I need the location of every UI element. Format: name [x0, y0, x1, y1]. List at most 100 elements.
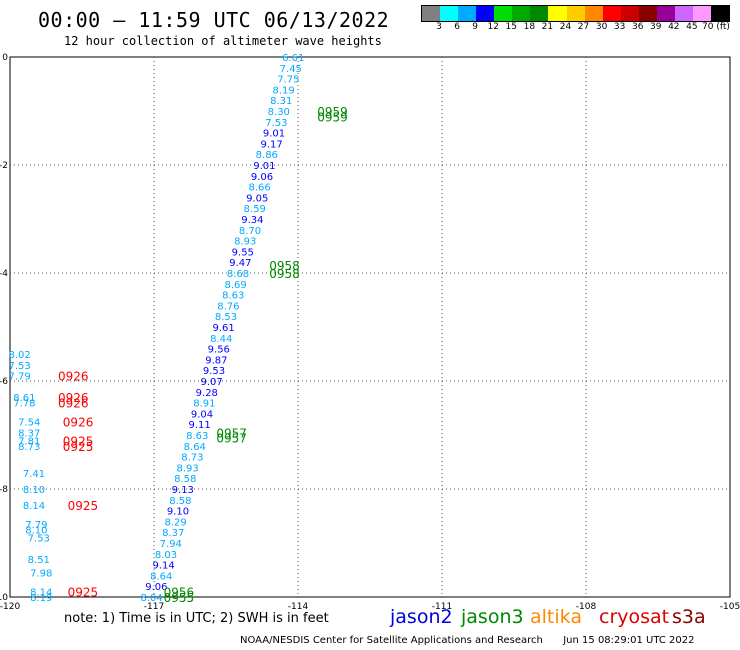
swh-value-label: 9.17	[260, 139, 282, 150]
swh-value-label: 8.68	[227, 269, 249, 280]
color-scale-bar	[421, 5, 730, 22]
time-label: 0926	[58, 370, 89, 384]
swh-value-label: 9.28	[196, 388, 218, 399]
lat-tick-label: -6	[0, 377, 8, 387]
map-grid	[9, 56, 731, 598]
swh-value-label: 7.53	[265, 118, 287, 129]
lat-tick-label: -10	[0, 593, 8, 603]
time-label: 0958	[269, 259, 300, 273]
wave-height-map: -120 -117 -114 -111 -108 -105 0 -2 -4 -6 -8 -10 6.6…	[0, 53, 740, 610]
color-scale-label: 36	[631, 22, 644, 32]
swh-value-label: 6.61	[282, 53, 304, 64]
swh-value-label: 8.76	[217, 301, 239, 312]
swh-value-label: 8.73	[18, 442, 40, 453]
page-title: 00:00 – 11:59 UTC 06/13/2022	[38, 8, 390, 32]
swh-value-label: 9.47	[229, 258, 251, 269]
time-label: 0959	[317, 110, 348, 124]
time-label: 0959	[317, 105, 348, 119]
swh-value-label: 9.04	[191, 409, 213, 420]
satellite-legend-item: s3a	[672, 606, 706, 628]
color-swatch	[566, 6, 585, 21]
color-scale-label: 42	[668, 22, 680, 32]
swh-value-label: 9.14	[152, 561, 174, 572]
swh-value-label: 8.10	[25, 526, 47, 537]
swh-value-label: 8.04	[140, 593, 162, 604]
swh-value-label: 8.64	[150, 571, 172, 582]
swh-labels: 6.617.457.758.198.318.307.539.019.178.86…	[8, 53, 304, 604]
swh-value-label: 8.10	[23, 485, 45, 496]
lat-tick-label: -2	[0, 161, 8, 171]
timestamp-text: Jun 15 08:29:01 UTC 2022	[563, 635, 695, 646]
color-swatch	[584, 6, 603, 21]
time-label: 0958	[269, 267, 300, 281]
lat-tick-label: -4	[0, 269, 8, 279]
lon-tick-label: -114	[288, 602, 309, 610]
swh-value-label: 8.02	[8, 350, 30, 361]
swh-value-label: 9.06	[251, 172, 273, 183]
swh-value-label: 8.63	[186, 431, 208, 442]
note-text: note: 1) Time is in UTC; 2) SWH is in fe…	[64, 611, 329, 626]
lon-tick-label: -105	[720, 602, 740, 610]
swh-value-label: 8.19	[272, 85, 294, 96]
satellite-legend-item: cryosat	[599, 606, 670, 628]
swh-value-label: 8.73	[181, 453, 203, 464]
swh-value-label: 9.34	[241, 215, 263, 226]
time-label: 0925	[63, 434, 94, 448]
color-swatch	[692, 6, 711, 21]
color-swatch	[440, 6, 459, 21]
color-scale-label: 9	[472, 22, 479, 32]
swh-value-label: 7.98	[30, 569, 52, 580]
color-scale-label: 15	[505, 22, 518, 32]
color-swatch	[422, 6, 441, 21]
swh-value-label: 8.31	[270, 96, 292, 107]
map-frame	[9, 56, 731, 598]
swh-value-label: 8.59	[244, 204, 266, 215]
time-label: 0926	[58, 397, 89, 411]
color-scale-label: 27	[577, 22, 590, 32]
time-label: 0957	[216, 426, 247, 440]
swh-value-label: 7.54	[18, 418, 40, 429]
swh-value-label: 8.58	[174, 474, 196, 485]
color-scale-label: 12	[487, 22, 499, 32]
swh-value-label: 8.30	[268, 107, 290, 118]
swh-value-label: 8.93	[234, 237, 256, 248]
time-label: 0956	[164, 586, 195, 600]
satellite-legend-item: altika	[530, 606, 582, 628]
swh-value-label: 9.01	[253, 161, 275, 172]
lon-tick-label: -117	[144, 602, 164, 610]
swh-value-label: 8.37	[162, 528, 184, 539]
color-swatch	[458, 6, 477, 21]
swh-value-label: 7.78	[13, 399, 35, 410]
swh-value-label: 8.86	[256, 150, 278, 161]
color-swatch	[602, 6, 621, 21]
swh-value-label: 8.70	[239, 226, 261, 237]
swh-value-label: 9.53	[203, 366, 225, 377]
swh-value-label: 7.41	[23, 469, 45, 480]
color-scale-label: 39	[650, 22, 662, 32]
color-scale-label: 3	[436, 22, 442, 32]
swh-value-label: 9.10	[167, 507, 189, 518]
color-scale-label: 33	[613, 22, 626, 32]
swh-value-label: 8.64	[184, 442, 206, 453]
color-swatch	[548, 6, 567, 21]
swh-value-label: 8.14	[30, 588, 52, 599]
color-scale-label: 18	[523, 22, 536, 32]
swh-value-label: 9.11	[188, 420, 210, 431]
footer-credit: NOAA/NESDIS Center for Satellite Applica…	[240, 635, 694, 646]
page-subtitle: 12 hour collection of altimeter wave hei…	[64, 34, 382, 48]
swh-value-label: 8.58	[169, 496, 191, 507]
swh-value-label: 7.94	[160, 539, 182, 550]
color-swatch	[711, 6, 730, 21]
swh-value-label: 8.14	[23, 501, 45, 512]
swh-value-label: 8.03	[155, 550, 177, 561]
lon-tick-label: -120	[0, 602, 20, 610]
swh-value-label: 8.66	[248, 183, 270, 194]
swh-value-label: 7.75	[277, 75, 299, 86]
color-scale-label: 70 (ft)	[702, 22, 730, 32]
color-swatch	[674, 6, 693, 21]
color-swatch	[620, 6, 639, 21]
swh-value-label: 8.61	[13, 393, 35, 404]
swh-value-label: 8.51	[28, 555, 50, 566]
color-swatch	[512, 6, 531, 21]
swh-value-label: 9.01	[263, 129, 285, 140]
